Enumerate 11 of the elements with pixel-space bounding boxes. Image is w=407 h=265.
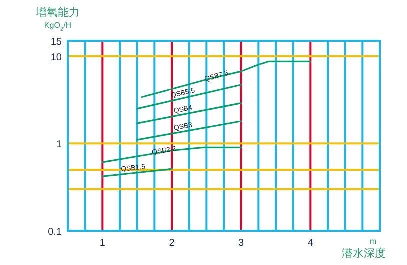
x-tick-label: 4 — [308, 238, 314, 249]
line-series — [141, 60, 312, 98]
x-tick-label: 1 — [100, 238, 106, 249]
y-tick-label: 1 — [56, 140, 62, 151]
y-tick-label: 0.1 — [48, 227, 62, 238]
x-axis-title: m 潜水深度 — [342, 237, 386, 260]
y-axis-title: 增氧能力 KgO$_{2}$/H — [35, 6, 80, 33]
y-tick-label: 10 — [50, 52, 62, 64]
y-tick-label: 15 — [50, 37, 62, 48]
x-tick-label: 2 — [169, 238, 176, 249]
x-tick-label: 3 — [238, 238, 245, 249]
